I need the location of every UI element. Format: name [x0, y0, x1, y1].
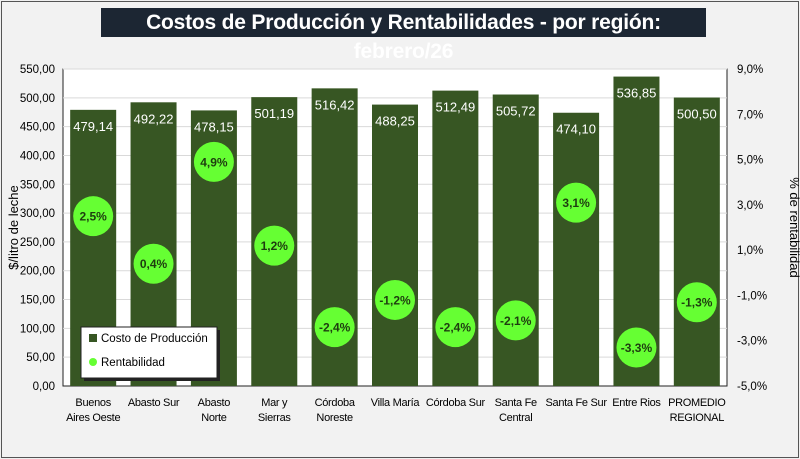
rentabilidad-point: [73, 196, 114, 237]
legend-label-rentabilidad: Rentabilidad: [101, 357, 165, 369]
rentabilidad-point: [193, 141, 234, 182]
point-value-label: 0,4%: [140, 257, 168, 271]
point-value-label: 4,9%: [200, 155, 228, 169]
y-tick-label: 400,00: [20, 150, 55, 162]
bar-value-label: 500,50: [677, 107, 717, 122]
x-tick-label: Santa Fe: [495, 397, 537, 409]
legend-point-swatch: [89, 358, 97, 366]
bar: [372, 104, 418, 386]
y-tick-label: 0,00: [33, 381, 55, 393]
y-tick-label: 350,00: [20, 179, 55, 191]
x-tick-label: PROMEDIO: [668, 397, 726, 409]
bar-value-label: 478,15: [194, 119, 234, 134]
chart-title: Costos de Producción y Rentabilidades - …: [101, 8, 706, 63]
x-tick-label: Central: [499, 412, 532, 424]
y-tick-label: 150,00: [20, 295, 55, 307]
legend-label-costo: Costo de Producción: [101, 333, 208, 345]
legend: [80, 326, 218, 379]
bar-value-label: 512,49: [435, 100, 475, 115]
bar-value-label: 501,19: [254, 106, 294, 121]
x-tick-label: Córdoba Sur: [426, 397, 486, 409]
bar: [673, 97, 720, 386]
x-tick-label: Entre Rios: [612, 397, 661, 409]
y-tick-label: 250,00: [20, 237, 55, 249]
point-value-label: -3,3%: [621, 341, 653, 355]
y-axis-title: $/litro de leche: [6, 185, 21, 270]
bar-value-label: 488,25: [375, 114, 415, 129]
y-tick-label: 300,00: [20, 208, 55, 220]
y-tick-label: 550,00: [20, 64, 55, 76]
rentabilidad-point: [676, 282, 717, 323]
y2-tick-label: 1,0%: [737, 245, 763, 257]
y-tick-label: 200,00: [20, 266, 55, 278]
bar-value-label: 479,14: [73, 119, 113, 134]
rentabilidad-point: [616, 327, 657, 368]
x-tick-label: Santa Fe Sur: [545, 397, 607, 409]
x-tick-label: Buenos: [75, 397, 111, 409]
rentabilidad-point: [495, 300, 536, 341]
x-tick-label: Sierras: [258, 412, 292, 424]
y-tick-label: 450,00: [20, 122, 55, 134]
rentabilidad-point: [314, 307, 355, 348]
point-value-label: 1,2%: [261, 239, 289, 253]
rentabilidad-point: [133, 243, 174, 284]
x-tick-label: Mar y: [261, 397, 288, 409]
point-value-label: -1,3%: [681, 296, 713, 310]
point-value-label: -1,2%: [379, 293, 411, 307]
bar-value-label: 505,72: [496, 104, 536, 119]
y2-tick-label: 7,0%: [737, 109, 763, 121]
x-tick-label: Aires Oeste: [66, 412, 120, 424]
y2-tick-label: 5,0%: [737, 155, 763, 167]
bar: [553, 112, 600, 386]
y2-tick-label: -1,0%: [737, 290, 767, 302]
x-tick-label: Villa María: [371, 397, 421, 409]
y-tick-label: 500,00: [20, 93, 55, 105]
point-value-label: -2,4%: [440, 321, 472, 335]
point-value-label: 2,5%: [80, 210, 108, 224]
x-tick-label: Abasto: [198, 397, 231, 409]
bar-value-label: 474,10: [556, 122, 596, 137]
y-tick-label: 100,00: [20, 323, 55, 335]
y-tick-label: 50,00: [26, 352, 55, 364]
bar: [492, 94, 539, 386]
y2-tick-label: -3,0%: [737, 336, 767, 348]
y2-tick-label: -5,0%: [737, 381, 767, 393]
rentabilidad-point: [435, 307, 476, 348]
legend-bar-swatch: [89, 334, 97, 342]
x-tick-label: Córdoba: [315, 397, 356, 409]
x-tick-label: REGIONAL: [670, 412, 725, 424]
point-value-label: 3,1%: [562, 196, 590, 210]
rentabilidad-point: [375, 279, 415, 320]
bar-value-label: 492,22: [134, 111, 174, 126]
rentabilidad-point: [556, 182, 597, 223]
point-value-label: -2,4%: [319, 321, 351, 335]
x-tick-label: Noreste: [316, 412, 353, 424]
rentabilidad-point: [254, 225, 295, 266]
bar-value-label: 536,85: [617, 86, 657, 101]
x-tick-label: Norte: [201, 412, 227, 424]
y2-tick-label: 3,0%: [737, 200, 763, 212]
y2-axis-title: % de rentabilidad: [787, 177, 800, 277]
x-tick-label: Abasto Sur: [128, 397, 180, 409]
y2-tick-label: 9,0%: [737, 64, 763, 76]
bar-value-label: 516,42: [315, 97, 355, 112]
point-value-label: -2,1%: [500, 314, 532, 328]
